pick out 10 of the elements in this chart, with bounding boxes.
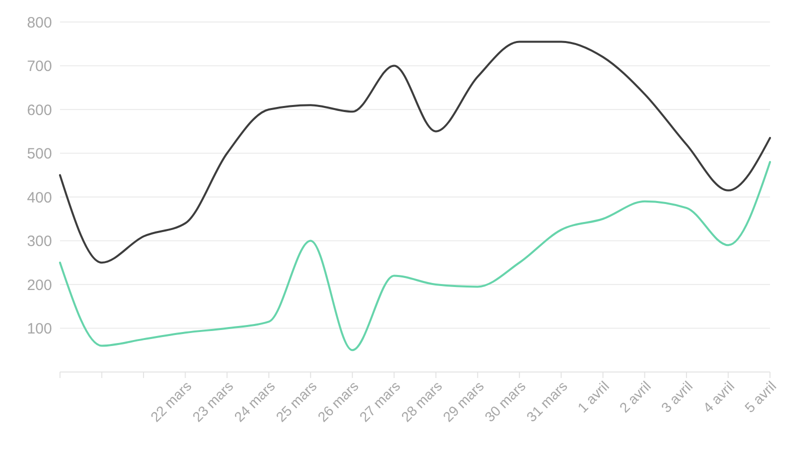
line-series xyxy=(59,40,771,264)
y-tick-label: 100 xyxy=(26,320,52,338)
y-tick-label: 200 xyxy=(26,276,52,294)
y-tick-label: 600 xyxy=(26,102,52,119)
y-tick-label: 400 xyxy=(26,189,52,206)
line-series xyxy=(59,161,771,352)
y-tick-label: 800 xyxy=(26,14,52,32)
y-tick-label: 700 xyxy=(26,58,52,76)
y-tick-label: 300 xyxy=(26,233,52,250)
y-tick-label: 500 xyxy=(26,146,52,163)
